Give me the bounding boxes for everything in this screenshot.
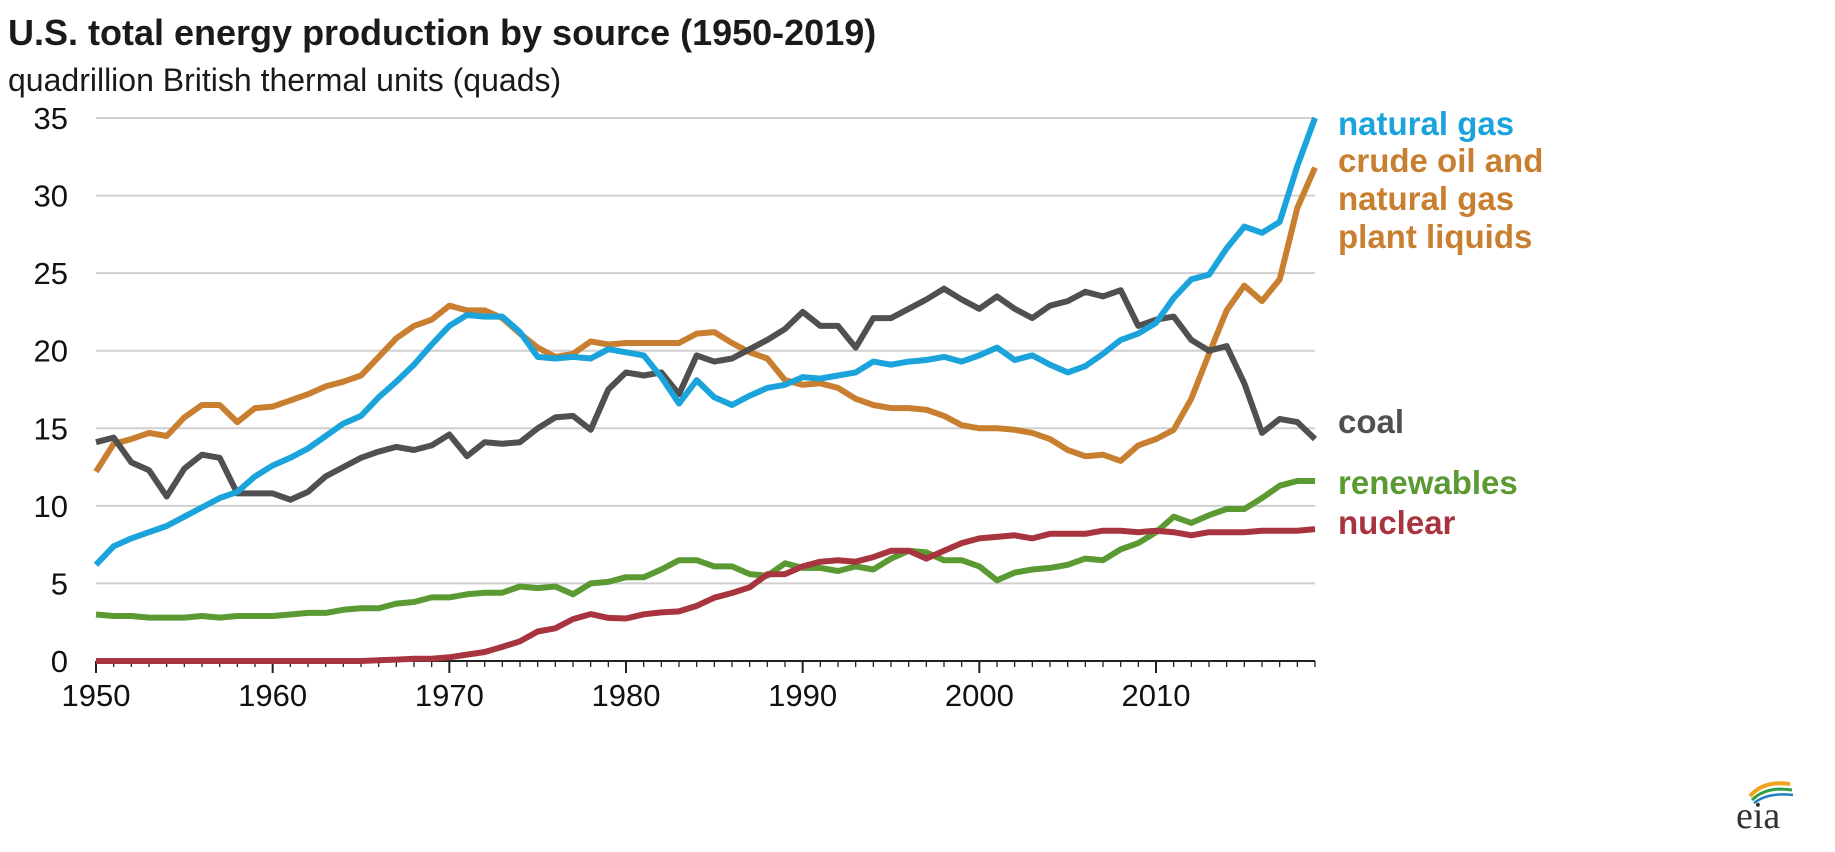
- x-tick-label: 1950: [62, 678, 131, 713]
- series-line-natural: [93, 116, 1318, 567]
- logo-text: eia: [1736, 795, 1780, 832]
- y-tick-label: 10: [34, 489, 68, 524]
- x-tick-label: 1990: [768, 678, 837, 713]
- x-tick-label: 1970: [415, 678, 484, 713]
- chart-title: U.S. total energy production by source (…: [8, 12, 877, 53]
- series-line-nuclear: [96, 526, 1316, 664]
- series-label: coal: [1338, 403, 1404, 440]
- y-tick-label: 35: [34, 101, 68, 136]
- eia-logo: eia: [1736, 781, 1794, 832]
- series-line-renewables: [95, 478, 1315, 621]
- x-axis-ticks: 1950 1960 1970 1980 1990 2000 2010: [62, 678, 1191, 713]
- y-axis-ticks: 0 5 10 15 20 25 30 35: [34, 101, 68, 679]
- series-line-crude: [93, 166, 1318, 474]
- series-label: plant liquids: [1338, 218, 1532, 255]
- series-label: nuclear: [1338, 504, 1456, 541]
- y-tick-label: 0: [51, 644, 68, 679]
- y-tick-label: 20: [34, 334, 68, 369]
- y-tick-label: 15: [34, 411, 68, 446]
- series-lines: [93, 116, 1318, 664]
- x-tick-label: 1960: [238, 678, 307, 713]
- gridlines: [96, 117, 1315, 585]
- x-tick-label: 1980: [592, 678, 661, 713]
- y-tick-label: 5: [51, 566, 68, 601]
- x-tick-label: 2010: [1122, 678, 1191, 713]
- y-tick-label: 25: [34, 256, 68, 291]
- y-tick-label: 30: [34, 179, 68, 214]
- series-label: natural gas: [1338, 180, 1514, 217]
- x-tick-label: 2000: [945, 678, 1014, 713]
- series-line-coal: [95, 285, 1318, 503]
- series-label: crude oil and: [1338, 142, 1543, 179]
- series-label: renewables: [1338, 464, 1518, 501]
- chart-subtitle: quadrillion British thermal units (quads…: [8, 62, 562, 98]
- series-label: natural gas: [1338, 105, 1514, 142]
